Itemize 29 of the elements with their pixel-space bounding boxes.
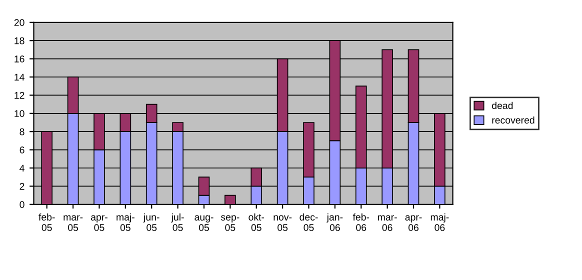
y-tick-label: 16 bbox=[14, 56, 24, 62]
x-tick-label: jun-05 bbox=[143, 213, 160, 232]
legend-label: recovered bbox=[492, 116, 534, 124]
y-tick-label: 8 bbox=[20, 128, 24, 136]
y-tick-label: 20 bbox=[14, 19, 24, 26]
x-tick-label: maj-06 bbox=[430, 213, 449, 232]
legend-label: dead bbox=[492, 102, 513, 110]
x-tick-label: feb-06 bbox=[352, 213, 370, 232]
y-tick-label: 10 bbox=[14, 110, 24, 118]
x-tick-label: jan-06 bbox=[326, 213, 343, 232]
x-tick-label: apr-05 bbox=[91, 215, 108, 232]
y-tick-label: 4 bbox=[20, 164, 24, 172]
x-tick-label: jul-05 bbox=[171, 213, 184, 232]
y-tick-label: 12 bbox=[14, 92, 24, 99]
x-tick-label: feb-05 bbox=[38, 213, 55, 232]
x-tick-label: mar-06 bbox=[378, 215, 397, 232]
x-tick-label: aug-05 bbox=[194, 215, 214, 232]
x-tick-label: dec-05 bbox=[300, 213, 318, 232]
x-tick-label: apr-06 bbox=[405, 215, 422, 232]
y-tick-label: 6 bbox=[20, 146, 24, 154]
x-tick-label: okt-05 bbox=[248, 213, 264, 232]
x-tick-label: maj-05 bbox=[116, 213, 134, 232]
y-tick-label: 18 bbox=[14, 37, 24, 44]
y-tick-label: 14 bbox=[14, 74, 24, 81]
y-tick-label: 0 bbox=[20, 201, 24, 208]
x-tick-label: sep-05 bbox=[220, 215, 240, 232]
y-tick-label: 2 bbox=[20, 182, 24, 190]
x-tick-label: mar-05 bbox=[64, 215, 83, 232]
x-tick-label: nov-05 bbox=[274, 215, 292, 232]
